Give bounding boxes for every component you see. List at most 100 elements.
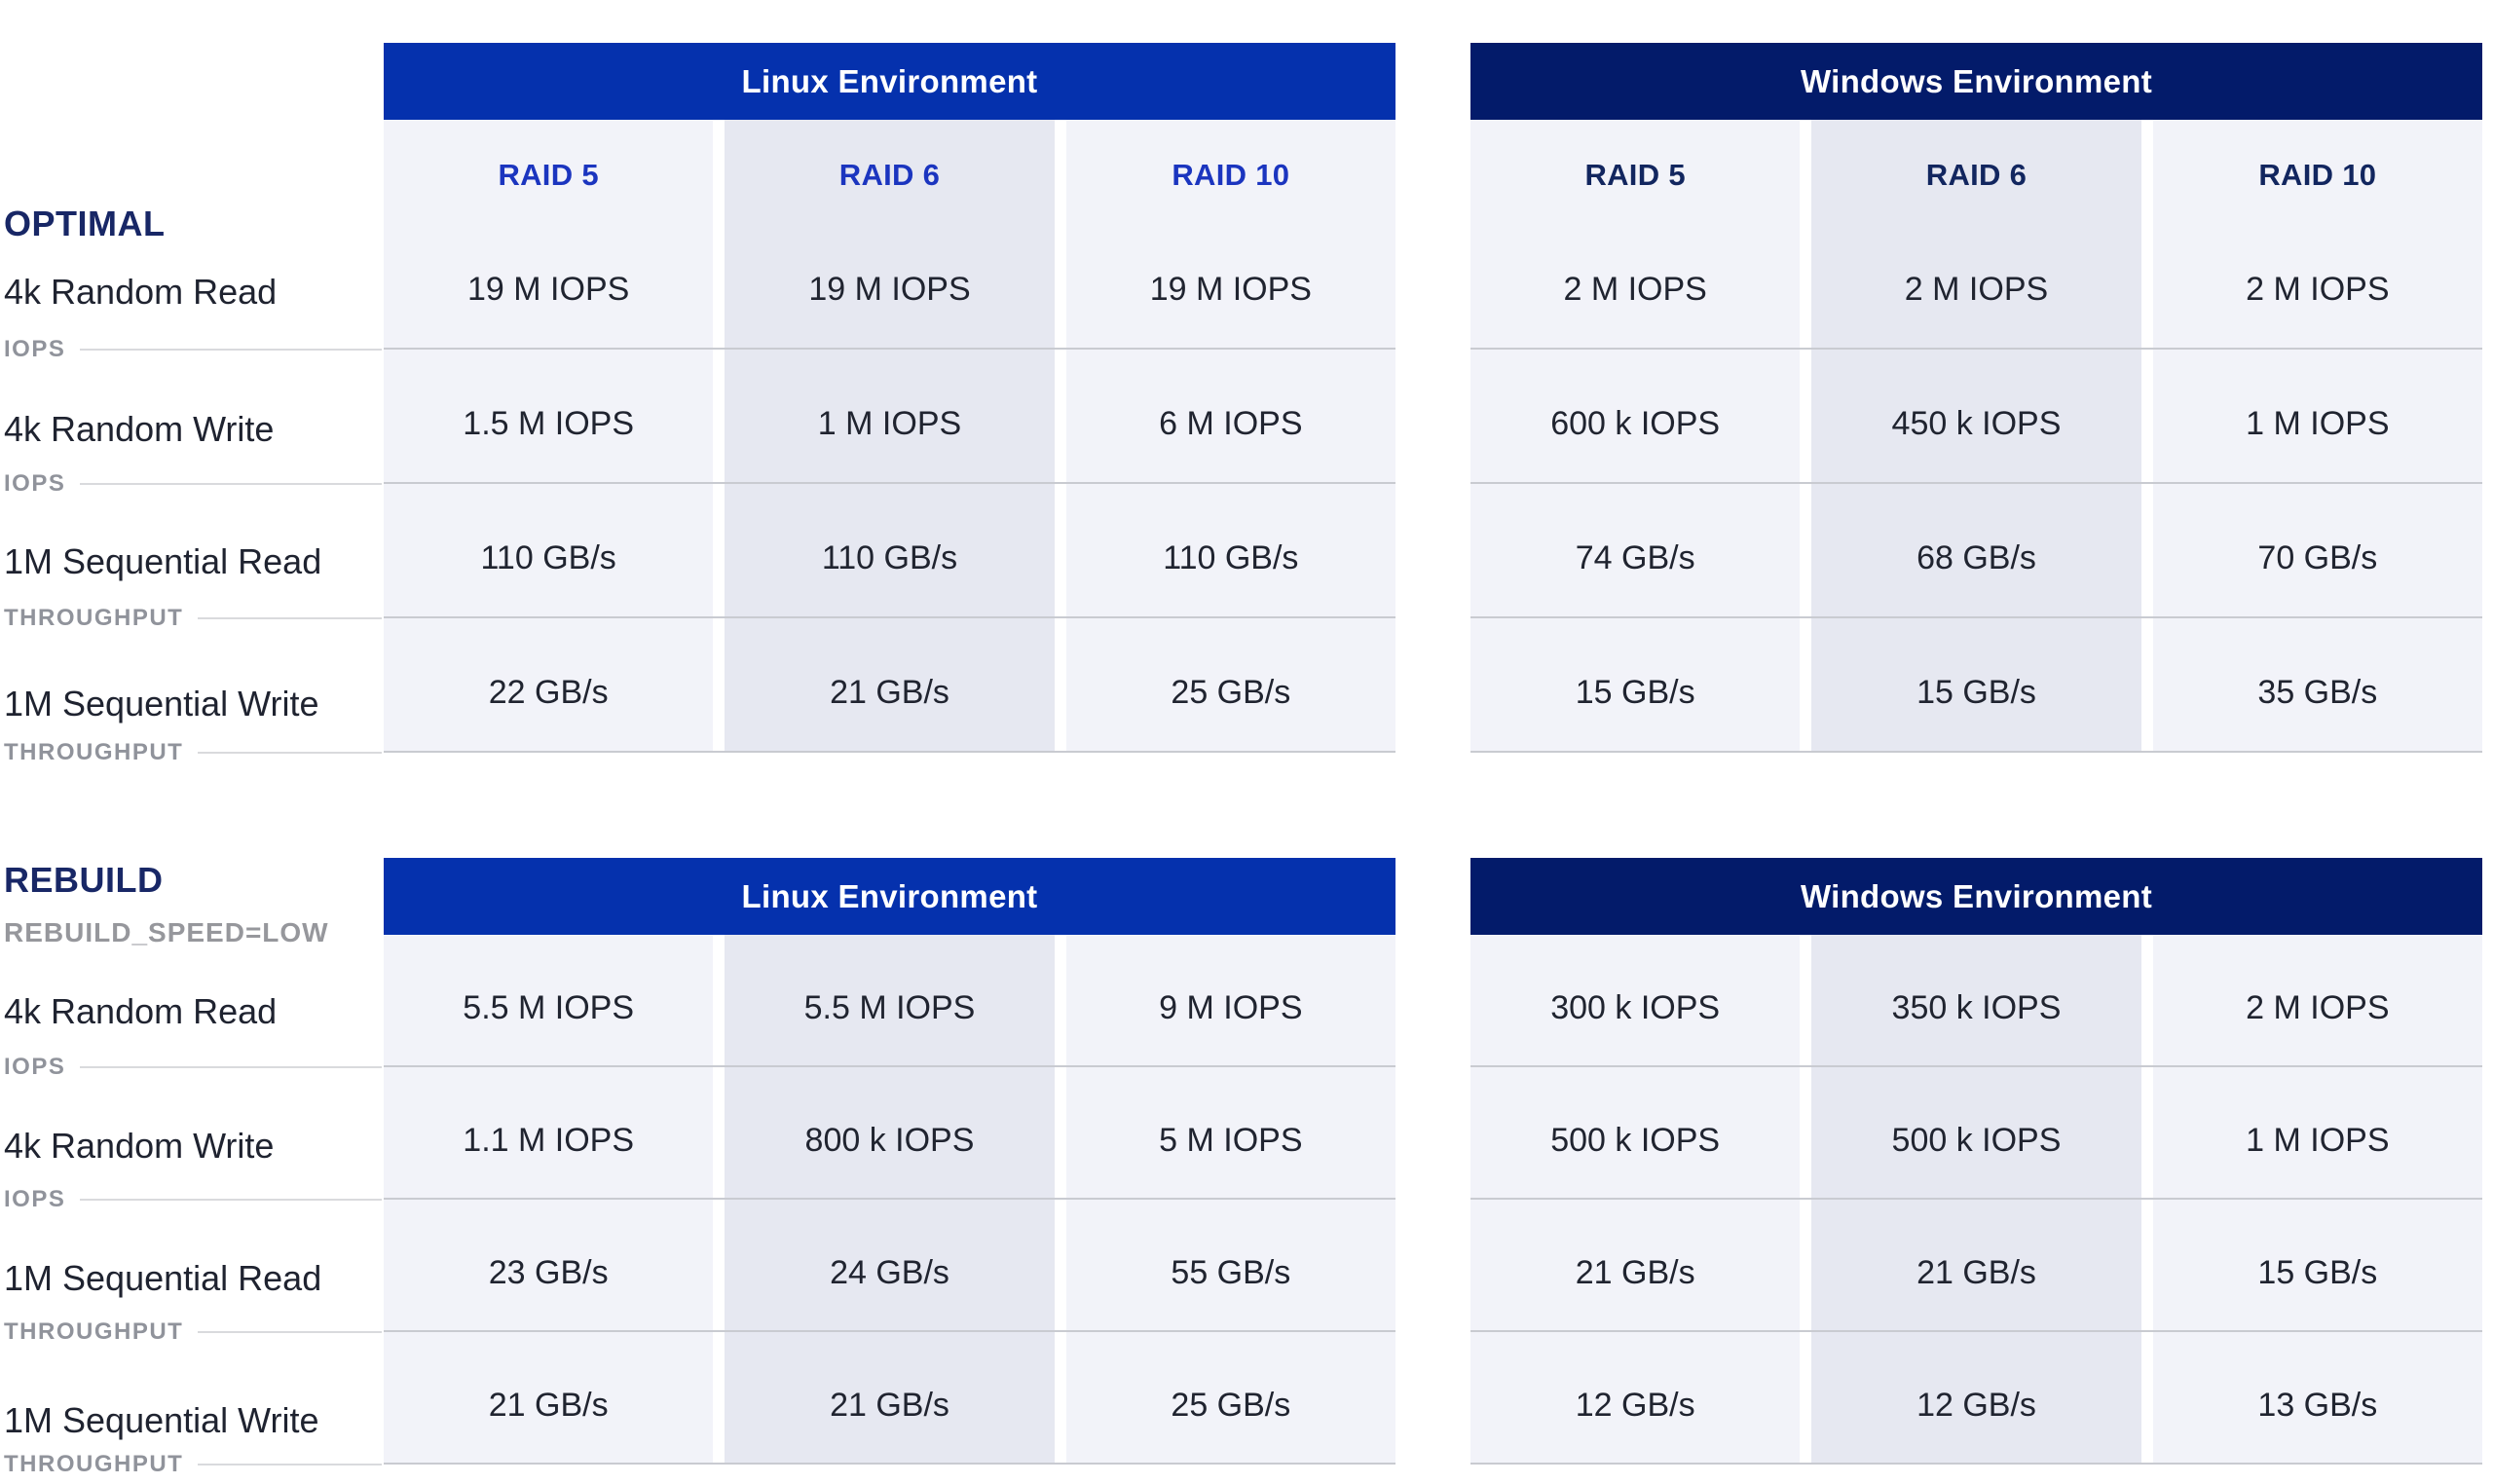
value-cell: 25 GB/s	[1065, 1332, 1395, 1463]
table-row: 12 GB/s 12 GB/s 13 GB/s	[1470, 1332, 2482, 1465]
table-title-linux: Linux Environment	[384, 858, 1395, 935]
raid-column-header: RAID 5	[384, 120, 714, 215]
section-sublabel-rebuild-speed: REBUILD_SPEED=LOW	[4, 917, 329, 947]
row-label-4k-random-write: 4k Random Write	[4, 1126, 275, 1166]
row-metric-throughput: THROUGHPUT	[4, 737, 382, 768]
value-cell: 450 k IOPS	[1811, 350, 2141, 482]
row-label-1m-sequential-read: 1M Sequential Read	[4, 1258, 322, 1298]
row-metric-text: THROUGHPUT	[4, 1451, 184, 1477]
row-metric-iops: IOPS	[4, 1052, 382, 1083]
table-row: 1.1 M IOPS 800 k IOPS 5 M IOPS	[384, 1067, 1395, 1200]
divider-line	[80, 1066, 382, 1068]
value-cell: 2 M IOPS	[1811, 215, 2141, 348]
row-metric-text: IOPS	[4, 470, 66, 497]
row-label-4k-random-read: 4k Random Read	[4, 991, 278, 1031]
value-cell: 1.5 M IOPS	[384, 350, 714, 482]
table-title-linux: Linux Environment	[384, 43, 1395, 120]
table-row: 5.5 M IOPS 5.5 M IOPS 9 M IOPS	[384, 935, 1395, 1067]
value-cell: 2 M IOPS	[2152, 215, 2482, 348]
row-label-1m-sequential-write: 1M Sequential Write	[4, 684, 319, 723]
value-cell: 21 GB/s	[1470, 1200, 1801, 1330]
raid-header-row: RAID 5 RAID 6 RAID 10	[1470, 120, 2482, 215]
value-cell: 21 GB/s	[1811, 1200, 2141, 1330]
value-cell: 12 GB/s	[1811, 1332, 2141, 1463]
divider-line	[198, 1331, 382, 1333]
divider-line	[198, 1464, 382, 1465]
value-cell: 21 GB/s	[384, 1332, 714, 1463]
row-metric-text: THROUGHPUT	[4, 739, 184, 765]
value-cell: 110 GB/s	[725, 484, 1055, 616]
row-metric-text: IOPS	[4, 1054, 66, 1080]
table-row: 600 k IOPS 450 k IOPS 1 M IOPS	[1470, 350, 2482, 484]
value-cell: 800 k IOPS	[725, 1067, 1055, 1198]
value-cell: 12 GB/s	[1470, 1332, 1801, 1463]
table-row: 74 GB/s 68 GB/s 70 GB/s	[1470, 484, 2482, 618]
value-cell: 1 M IOPS	[725, 350, 1055, 482]
divider-line	[80, 1199, 382, 1201]
row-metric-iops: IOPS	[4, 334, 382, 365]
table-row: 2 M IOPS 2 M IOPS 2 M IOPS	[1470, 215, 2482, 350]
value-cell: 1.1 M IOPS	[384, 1067, 714, 1198]
table-row: 1.5 M IOPS 1 M IOPS 6 M IOPS	[384, 350, 1395, 484]
value-cell: 6 M IOPS	[1065, 350, 1395, 482]
value-cell: 74 GB/s	[1470, 484, 1801, 616]
row-metric-text: IOPS	[4, 1186, 66, 1212]
value-cell: 2 M IOPS	[1470, 215, 1801, 348]
value-cell: 300 k IOPS	[1470, 935, 1801, 1065]
table-optimal-linux: Linux Environment RAID 5 RAID 6 RAID 10 …	[384, 43, 1395, 753]
value-cell: 22 GB/s	[384, 618, 714, 751]
value-cell: 24 GB/s	[725, 1200, 1055, 1330]
table-row: 15 GB/s 15 GB/s 35 GB/s	[1470, 618, 2482, 753]
value-cell: 500 k IOPS	[1811, 1067, 2141, 1198]
value-cell: 600 k IOPS	[1470, 350, 1801, 482]
table-row: 21 GB/s 21 GB/s 25 GB/s	[384, 1332, 1395, 1465]
value-cell: 35 GB/s	[2152, 618, 2482, 751]
value-cell: 110 GB/s	[384, 484, 714, 616]
raid-column-header: RAID 5	[1470, 120, 1801, 215]
value-cell: 68 GB/s	[1811, 484, 2141, 616]
value-cell: 5 M IOPS	[1065, 1067, 1395, 1198]
table-rebuild-linux: Linux Environment 5.5 M IOPS 5.5 M IOPS …	[384, 858, 1395, 1465]
value-cell: 19 M IOPS	[384, 215, 714, 348]
row-metric-text: THROUGHPUT	[4, 1318, 184, 1345]
table-row: 110 GB/s 110 GB/s 110 GB/s	[384, 484, 1395, 618]
value-cell: 1 M IOPS	[2152, 350, 2482, 482]
value-cell: 1 M IOPS	[2152, 1067, 2482, 1198]
value-cell: 2 M IOPS	[2152, 935, 2482, 1065]
value-cell: 55 GB/s	[1065, 1200, 1395, 1330]
row-metric-text: IOPS	[4, 336, 66, 362]
row-metric-iops: IOPS	[4, 1184, 382, 1215]
divider-line	[80, 349, 382, 351]
value-cell: 110 GB/s	[1065, 484, 1395, 616]
row-metric-iops: IOPS	[4, 468, 382, 500]
table-row: 23 GB/s 24 GB/s 55 GB/s	[384, 1200, 1395, 1332]
row-label-1m-sequential-write: 1M Sequential Write	[4, 1400, 319, 1440]
value-cell: 21 GB/s	[725, 1332, 1055, 1463]
value-cell: 19 M IOPS	[1065, 215, 1395, 348]
value-cell: 350 k IOPS	[1811, 935, 2141, 1065]
value-cell: 5.5 M IOPS	[725, 935, 1055, 1065]
value-cell: 5.5 M IOPS	[384, 935, 714, 1065]
raid-header-row: RAID 5 RAID 6 RAID 10	[384, 120, 1395, 215]
value-cell: 15 GB/s	[1811, 618, 2141, 751]
value-cell: 15 GB/s	[2152, 1200, 2482, 1330]
table-row: 300 k IOPS 350 k IOPS 2 M IOPS	[1470, 935, 2482, 1067]
value-cell: 15 GB/s	[1470, 618, 1801, 751]
value-cell: 13 GB/s	[2152, 1332, 2482, 1463]
row-label-1m-sequential-read: 1M Sequential Read	[4, 541, 322, 581]
raid-column-header: RAID 6	[1811, 120, 2141, 215]
value-cell: 70 GB/s	[2152, 484, 2482, 616]
raid-column-header: RAID 10	[2152, 120, 2482, 215]
raid-column-header: RAID 10	[1065, 120, 1395, 215]
value-cell: 500 k IOPS	[1470, 1067, 1801, 1198]
table-title-windows: Windows Environment	[1470, 43, 2482, 120]
divider-line	[198, 752, 382, 754]
row-metric-text: THROUGHPUT	[4, 605, 184, 631]
value-cell: 21 GB/s	[725, 618, 1055, 751]
value-cell: 19 M IOPS	[725, 215, 1055, 348]
row-metric-throughput: THROUGHPUT	[4, 603, 382, 634]
value-cell: 25 GB/s	[1065, 618, 1395, 751]
row-metric-throughput: THROUGHPUT	[4, 1449, 382, 1480]
section-label-optimal: OPTIMAL	[4, 204, 166, 243]
